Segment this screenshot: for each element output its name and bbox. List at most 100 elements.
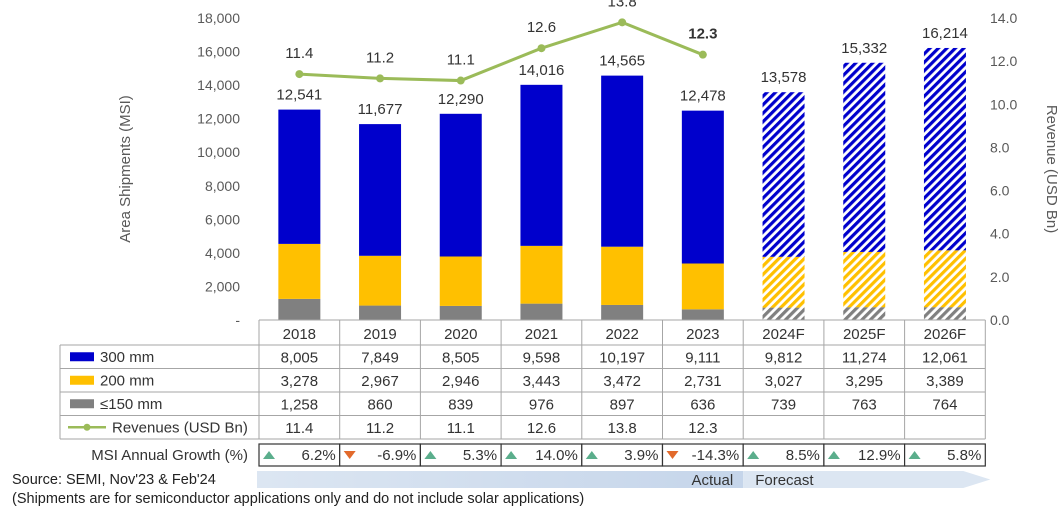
revenue-point [376, 74, 385, 83]
revenue-point [698, 50, 707, 59]
table-cell: 3,295 [845, 373, 883, 390]
y2-tick-label: 10.0 [990, 96, 1017, 112]
revenue-point [537, 44, 546, 53]
legend-key [70, 375, 94, 385]
bar-segment [278, 243, 321, 299]
growth-up-icon [424, 451, 437, 459]
growth-up-icon [263, 451, 275, 459]
growth-down-icon [343, 451, 356, 459]
forecast-arrow [743, 471, 991, 488]
y-tick-label: - [235, 312, 240, 328]
table-cell: 976 [529, 396, 554, 413]
revenue-label: 11.4 [285, 45, 313, 62]
table-cell: 8,005 [281, 349, 319, 366]
total-label: 12,290 [438, 91, 484, 108]
category-label: 2020 [444, 326, 477, 343]
bar-segment [439, 256, 482, 306]
legend-label: Revenues (USD Bn) [112, 419, 248, 436]
table-cell: 3,278 [281, 373, 319, 390]
y-tick-label: 18,000 [197, 10, 240, 26]
y-tick-label: 12,000 [197, 111, 240, 127]
growth-value: 6.2% [301, 447, 335, 464]
table-cell: 1,258 [281, 396, 319, 413]
bar-segment [762, 256, 805, 308]
bar-segment [681, 110, 724, 264]
legend-label: ≤150 mm [100, 396, 162, 413]
bar-segment [923, 250, 966, 308]
revenue-label: 13.8 [608, 0, 637, 10]
legend-key [70, 352, 94, 362]
growth-up-icon [747, 451, 760, 459]
table-cell: 9,812 [765, 349, 803, 366]
total-label: 15,332 [841, 40, 887, 57]
table-cell: 2,731 [684, 373, 722, 390]
bar-segment [359, 124, 402, 256]
table-cell: 12.6 [527, 420, 556, 437]
table-cell: 13.8 [608, 420, 637, 437]
growth-up-icon [585, 451, 598, 459]
revenue-label: 12.6 [527, 19, 556, 36]
category-label: 2024F [762, 326, 805, 343]
y-tick-label: 8,000 [205, 178, 240, 194]
y2-tick-label: 0.0 [990, 312, 1010, 328]
table-cell: 10,197 [599, 349, 645, 366]
table-cell: 12,061 [922, 349, 968, 366]
y2-tick-label: 4.0 [990, 226, 1010, 242]
bar-segment [278, 298, 321, 320]
actual-band [257, 471, 744, 488]
table-cell: 2,946 [442, 373, 480, 390]
growth-value: -6.9% [377, 447, 416, 464]
revenue-line [299, 20, 704, 83]
table-cell: 636 [690, 396, 715, 413]
table-cell: 11.2 [366, 420, 394, 437]
growth-value: 14.0% [535, 447, 578, 464]
y2-tick-label: 6.0 [990, 183, 1010, 199]
total-label: 12,478 [680, 88, 726, 105]
category-label: 2021 [525, 326, 558, 343]
revenue-label: 11.2 [366, 49, 394, 66]
category-label: 2019 [363, 326, 396, 343]
revenue-point [295, 70, 304, 79]
y2-tick-label: 8.0 [990, 139, 1010, 155]
growth-label: MSI Annual Growth (%) [91, 447, 248, 464]
y-tick-label: 4,000 [205, 245, 240, 261]
revenue-label: 11.1 [447, 52, 475, 69]
table-cell: 12.3 [688, 420, 717, 437]
table-cell: 7,849 [361, 349, 399, 366]
total-label: 12,541 [276, 87, 322, 104]
table-cell: 9,598 [523, 349, 561, 366]
total-label: 16,214 [922, 25, 968, 42]
bar-segment [520, 303, 563, 320]
table-cell: 11.4 [285, 420, 313, 437]
growth-value: 12.9% [858, 447, 901, 464]
y-tick-label: 10,000 [197, 144, 240, 160]
bar-segment [520, 245, 563, 304]
revenue-label: 12.3 [688, 26, 717, 43]
table-cell: 3,027 [765, 373, 803, 390]
growth-value: -14.3% [692, 447, 740, 464]
actual-label: Actual [691, 472, 733, 489]
bar-segment [439, 305, 482, 320]
y2-tick-label: 14.0 [990, 10, 1017, 26]
bar-segment [762, 307, 805, 320]
source-note: Source: SEMI, Nov'23 & Feb'24 [12, 472, 216, 488]
bar-segment [359, 305, 402, 320]
bar-segment [359, 255, 402, 306]
y2-tick-label: 2.0 [990, 269, 1010, 285]
growth-value: 3.9% [624, 447, 658, 464]
legend-label: 200 mm [100, 372, 154, 389]
revenue-point [456, 76, 465, 85]
bar-segment [601, 75, 644, 247]
y-tick-label: 14,000 [197, 77, 240, 93]
total-label: 11,677 [358, 101, 403, 118]
category-label: 2023 [686, 326, 719, 343]
total-label: 14,016 [519, 62, 565, 79]
table-cell: 739 [771, 396, 796, 413]
bar-segment [278, 109, 321, 244]
growth-value: 5.3% [463, 447, 497, 464]
table-cell: 897 [610, 396, 635, 413]
table-cell: 8,505 [442, 349, 480, 366]
growth-value: 8.5% [786, 447, 820, 464]
bar-segment [439, 113, 482, 257]
table-cell: 860 [368, 396, 393, 413]
